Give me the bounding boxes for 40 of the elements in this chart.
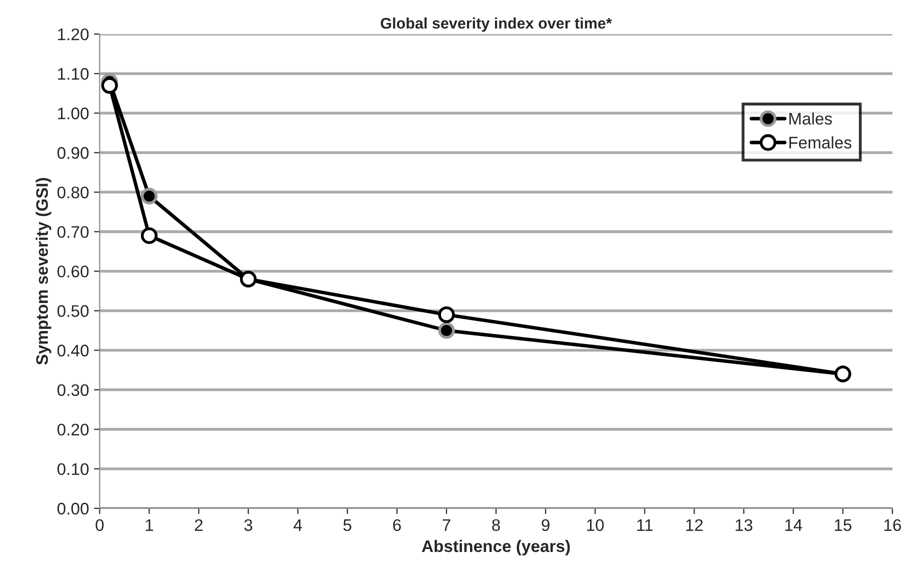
y-tick-label: 0.40 xyxy=(57,344,89,356)
y-tick-label: 0.50 xyxy=(57,305,89,317)
y-tick-label: 0.70 xyxy=(57,226,89,238)
x-tick-label: 8 xyxy=(492,519,500,532)
x-tick-label: 2 xyxy=(194,519,203,531)
x-tick-label: 4 xyxy=(294,519,302,531)
y-tick-label: 1.10 xyxy=(58,68,89,80)
x-tick-label: 3 xyxy=(244,519,252,532)
y-axis-title: Symptom severity (GSI) xyxy=(36,178,52,365)
y-tick-label: 1.20 xyxy=(58,28,89,40)
y-tick-label: 0.30 xyxy=(57,384,89,396)
point xyxy=(438,306,455,324)
legend-label: Females xyxy=(789,136,852,149)
y-tick-label: 0.60 xyxy=(57,266,89,278)
y-tick-label: 1.00 xyxy=(58,108,89,120)
y-tick-label: 0.00 xyxy=(57,502,89,515)
x-tick-label: 15 xyxy=(834,519,852,532)
x-axis-title: Abstinence (years) xyxy=(422,540,570,556)
y-tick-label: 0.20 xyxy=(57,424,89,436)
x-tick-label: 16 xyxy=(884,519,901,532)
x-tick-label: 12 xyxy=(686,519,703,531)
x-tick-label: 1 xyxy=(146,519,154,531)
y-tick-label: 0.10 xyxy=(57,463,89,476)
x-tick-label: 7 xyxy=(442,519,450,531)
legend-label: Males xyxy=(789,112,832,125)
x-tick-label: 0 xyxy=(96,519,104,532)
x-tick-label: 14 xyxy=(785,519,802,531)
x-tick-label: 10 xyxy=(587,519,604,532)
point xyxy=(438,322,455,339)
point xyxy=(101,77,118,94)
x-tick-label: 5 xyxy=(343,519,352,532)
y-tick-label: 0.80 xyxy=(57,186,89,198)
x-tick-label: 6 xyxy=(393,519,401,532)
x-tick-label: 9 xyxy=(542,519,550,532)
x-tick-label: 13 xyxy=(736,519,752,532)
x-tick-label: 11 xyxy=(637,519,653,531)
point xyxy=(140,227,158,244)
y-tick-label: 0.90 xyxy=(57,147,89,159)
chart-title: Global severity index over time* xyxy=(380,17,612,32)
point xyxy=(140,188,158,204)
